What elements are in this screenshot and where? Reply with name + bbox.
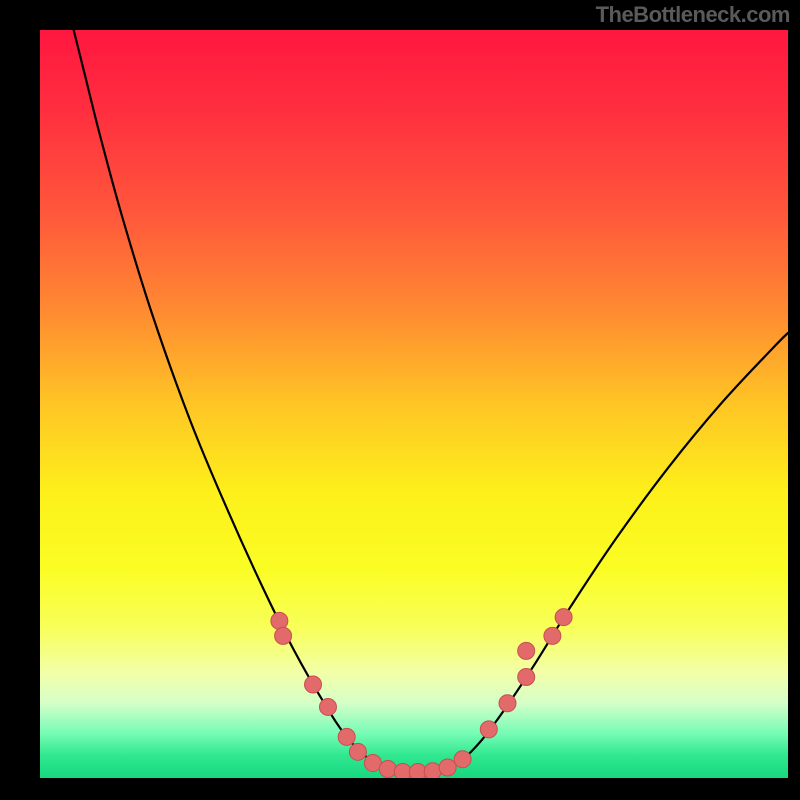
data-marker bbox=[379, 761, 396, 778]
data-marker bbox=[349, 743, 366, 760]
data-marker bbox=[364, 755, 381, 772]
data-marker bbox=[424, 763, 441, 780]
data-marker bbox=[518, 669, 535, 686]
chart-container: TheBottleneck.com bbox=[0, 0, 800, 800]
data-marker bbox=[271, 612, 288, 629]
data-marker bbox=[409, 764, 426, 781]
data-marker bbox=[544, 627, 561, 644]
bottleneck-chart bbox=[0, 0, 800, 800]
data-marker bbox=[319, 698, 336, 715]
data-marker bbox=[439, 759, 456, 776]
watermark-text: TheBottleneck.com bbox=[596, 2, 790, 28]
data-marker bbox=[555, 609, 572, 626]
data-marker bbox=[338, 728, 355, 745]
data-marker bbox=[275, 627, 292, 644]
data-marker bbox=[480, 721, 497, 738]
data-marker bbox=[499, 695, 516, 712]
data-marker bbox=[305, 676, 322, 693]
data-marker bbox=[454, 751, 471, 768]
plot-background bbox=[40, 30, 788, 778]
data-marker bbox=[518, 642, 535, 659]
data-marker bbox=[394, 764, 411, 781]
